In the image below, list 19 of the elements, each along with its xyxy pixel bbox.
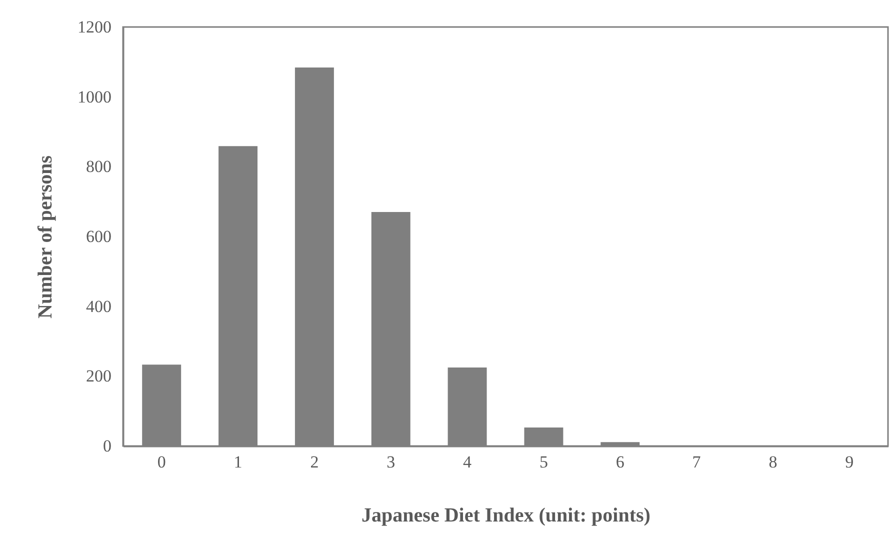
x-tick-label: 5 [539,452,548,472]
y-tick-label: 1200 [78,18,112,36]
x-tick-label: 1 [234,452,242,472]
y-tick-label: 1000 [78,87,112,106]
y-tick-label: 600 [86,227,112,246]
y-tick-label: 800 [86,157,112,176]
x-tick-label: 2 [310,452,319,472]
x-tick-label: 7 [692,452,702,472]
x-tick-label: 4 [463,452,472,472]
y-tick-label: 400 [86,296,112,316]
x-axis-title: Japanese Diet Index (unit: points) [362,504,650,526]
x-tick-label: 0 [157,452,166,472]
y-tick-label: 0 [103,436,112,456]
y-tick-label: 200 [86,366,112,386]
x-tick-label: 8 [768,452,778,472]
x-tick-label: 6 [616,452,624,472]
y-axis-title: Number of persons [34,155,56,318]
x-tick-label: 9 [845,452,854,472]
x-tick-label: 3 [386,452,396,472]
